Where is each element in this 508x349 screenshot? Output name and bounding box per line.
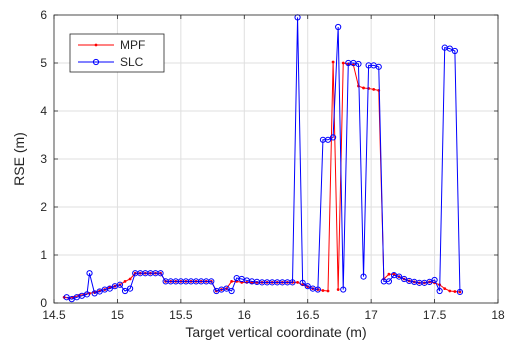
data-point-slc — [299, 279, 306, 286]
data-point-mpf — [453, 290, 457, 293]
data-point-mpf — [331, 60, 335, 64]
data-point-mpf — [458, 290, 462, 294]
x-tick-label: 15.5 — [169, 308, 193, 322]
data-point-slc — [116, 281, 124, 288]
y-tick-label: 5 — [40, 56, 47, 70]
data-point-slc — [329, 134, 337, 141]
data-point-slc — [208, 278, 215, 285]
data-point-slc — [451, 47, 458, 55]
data-point-slc — [63, 294, 70, 301]
legend-label-slc: SLC — [120, 55, 144, 69]
ticks: 14.5 15 15.5 16 16.5 17 17.5 18 0 1 2 3 4 5 6 — [40, 8, 505, 322]
data-point-slc — [86, 270, 93, 277]
data-point-slc — [456, 288, 464, 296]
legend-marker-slc — [92, 58, 100, 66]
data-point-slc — [395, 273, 403, 280]
data-point-mpf — [321, 289, 325, 292]
x-axis-label: Target vertical coordinate (m) — [185, 324, 366, 340]
data-point-mpf — [230, 280, 234, 283]
data-point-mpf — [387, 272, 391, 276]
x-tick-label: 16.5 — [296, 308, 320, 322]
series-slc — [63, 14, 464, 303]
data-point-slc — [340, 286, 347, 293]
x-tick-label: 15 — [111, 308, 125, 322]
data-point-slc — [304, 283, 311, 290]
legend-box — [69, 33, 165, 73]
data-point-slc — [96, 288, 103, 295]
y-tick-label: 6 — [40, 8, 47, 22]
legend-marker-mpf — [94, 43, 98, 47]
data-point-mpf — [296, 280, 299, 284]
x-tick-label: 14.5 — [42, 308, 66, 322]
y-tick-label: 1 — [40, 248, 47, 262]
data-point-slc — [83, 291, 91, 298]
data-point-slc — [91, 290, 98, 297]
data-point-slc — [401, 275, 408, 283]
data-point-slc — [375, 63, 382, 70]
data-point-mpf — [326, 289, 330, 293]
data-point-slc — [446, 45, 453, 52]
x-tick-label: 18 — [491, 308, 505, 322]
data-point-slc — [436, 287, 443, 295]
data-point-slc — [426, 278, 433, 285]
data-point-mpf — [443, 287, 447, 290]
series-line-slc — [66, 17, 461, 300]
x-tick-label: 17 — [364, 308, 378, 322]
data-point-slc — [127, 285, 134, 292]
data-point-mpf — [372, 88, 376, 91]
data-point-mpf — [128, 277, 132, 281]
y-axis-label: RSE (m) — [11, 132, 27, 186]
data-point-slc — [121, 287, 129, 295]
data-point-mpf — [448, 289, 452, 293]
y-tick-label: 2 — [40, 200, 47, 214]
y-tick-label: 0 — [40, 296, 47, 310]
data-point-slc — [431, 276, 438, 284]
y-tick-label: 4 — [40, 104, 47, 118]
x-tick-label: 17.5 — [423, 308, 447, 322]
data-point-mpf — [341, 61, 345, 65]
data-point-slc — [324, 136, 332, 143]
data-point-slc — [106, 285, 113, 292]
data-point-slc — [289, 279, 296, 286]
data-point-mpf — [336, 288, 340, 291]
data-point-slc — [68, 296, 75, 303]
data-point-mpf — [362, 86, 365, 90]
data-point-slc — [228, 287, 235, 295]
data-point-mpf — [123, 280, 127, 283]
legend-label-mpf: MPF — [120, 38, 145, 52]
data-point-slc — [335, 23, 342, 31]
data-point-slc — [355, 60, 362, 68]
x-tick-label: 16 — [238, 308, 252, 322]
data-point-slc — [223, 285, 230, 292]
legend: MPF SLC — [69, 33, 165, 73]
y-tick-label: 3 — [40, 152, 47, 166]
data-point-slc — [360, 273, 367, 280]
data-point-slc — [157, 270, 164, 277]
data-point-slc — [314, 286, 321, 293]
data-point-slc — [385, 278, 393, 285]
